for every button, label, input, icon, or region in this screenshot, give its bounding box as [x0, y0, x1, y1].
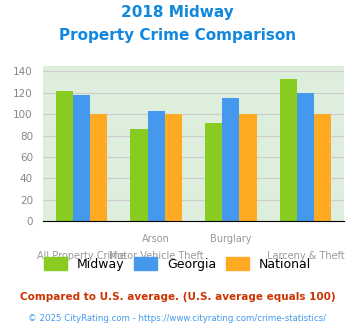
Text: Larceny & Theft: Larceny & Theft — [267, 251, 344, 261]
Text: Motor Vehicle Theft: Motor Vehicle Theft — [109, 251, 203, 261]
Text: All Property Crime: All Property Crime — [37, 251, 126, 261]
Bar — [205, 123, 222, 221]
Text: Property Crime Comparison: Property Crime Comparison — [59, 28, 296, 43]
Bar — [73, 95, 90, 221]
Legend: Midway, Georgia, National: Midway, Georgia, National — [39, 252, 316, 276]
Text: Burglary: Burglary — [210, 234, 252, 244]
Bar — [314, 114, 331, 221]
Bar — [280, 79, 297, 221]
Bar — [239, 114, 257, 221]
Bar — [130, 129, 148, 221]
Bar — [165, 114, 182, 221]
Text: Compared to U.S. average. (U.S. average equals 100): Compared to U.S. average. (U.S. average … — [20, 292, 335, 302]
Bar — [148, 111, 165, 221]
Text: 2018 Midway: 2018 Midway — [121, 5, 234, 20]
Text: Arson: Arson — [142, 234, 170, 244]
Bar — [56, 91, 73, 221]
Bar — [90, 114, 107, 221]
Text: © 2025 CityRating.com - https://www.cityrating.com/crime-statistics/: © 2025 CityRating.com - https://www.city… — [28, 314, 327, 323]
Bar — [222, 98, 239, 221]
Bar — [297, 93, 314, 221]
